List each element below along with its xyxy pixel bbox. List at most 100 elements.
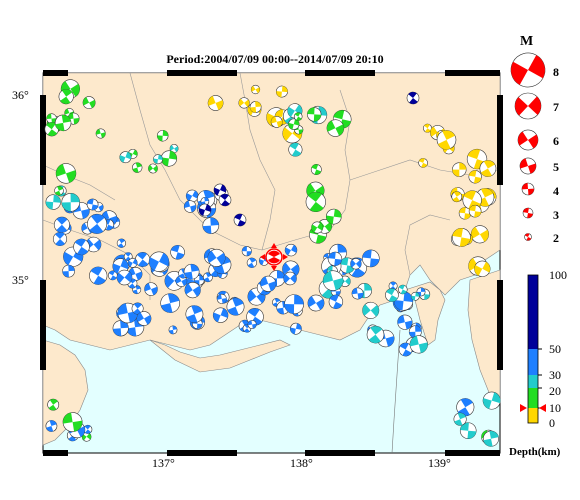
focal-mechanism-ball xyxy=(183,200,197,213)
focal-mechanism-ball xyxy=(462,190,482,210)
focal-mechanism-ball xyxy=(61,193,80,212)
focal-mechanism-ball xyxy=(451,191,463,203)
depth-legend-title: Depth(km) xyxy=(509,446,561,458)
focal-mechanism-ball xyxy=(82,96,96,110)
focal-mechanism-ball xyxy=(83,424,93,434)
focal-mechanism-ball xyxy=(458,207,472,220)
mag-label-5: 5 xyxy=(553,160,559,174)
deep-event-ball xyxy=(233,213,247,227)
focal-mechanism-ball xyxy=(112,320,129,337)
focal-mechanism-ball xyxy=(45,194,61,210)
magnitude-legend-ball-5 xyxy=(519,157,537,175)
focal-mechanism-ball xyxy=(275,85,288,98)
focal-mechanism-ball xyxy=(351,287,364,300)
focal-mechanism-ball xyxy=(293,112,303,121)
depth-tick-10: 10 xyxy=(549,401,561,415)
depth-colorbar xyxy=(520,274,546,424)
mag-label-7: 7 xyxy=(553,100,559,114)
focal-mechanism-ball xyxy=(311,221,324,234)
focal-mechanism-ball xyxy=(202,272,213,283)
focal-mechanism-ball xyxy=(160,150,178,167)
focal-mechanism-ball xyxy=(136,311,152,326)
focal-mechanism-ball xyxy=(160,293,181,313)
lon-label-137: 137° xyxy=(152,456,175,470)
focal-mechanism-ball xyxy=(284,243,298,257)
focal-mechanism-ball xyxy=(54,114,72,132)
frame-ticks xyxy=(40,70,503,456)
focal-mechanism-ball xyxy=(459,422,477,439)
magnitude-legend-ball-8 xyxy=(510,52,546,88)
focal-mechanism-ball xyxy=(194,275,205,286)
focal-mechanism-ball xyxy=(479,160,497,177)
deep-event-ball xyxy=(218,193,232,207)
focal-mechanism-ball xyxy=(327,251,343,267)
focal-mechanism-ball xyxy=(468,204,482,218)
focal-mechanism-ball xyxy=(123,252,133,261)
focal-mechanism-ball xyxy=(107,270,118,281)
focal-mechanism-ball xyxy=(207,95,224,111)
focal-mechanism-ball xyxy=(58,89,74,105)
deep-event-ball xyxy=(213,183,227,197)
depth-tick-30: 30 xyxy=(549,368,561,382)
focal-mechanism-ball xyxy=(226,297,245,316)
mag-label-8: 8 xyxy=(553,65,559,79)
depth-tick-100: 100 xyxy=(549,268,567,282)
focal-mechanism-ball xyxy=(247,319,257,330)
focal-mechanism-ball xyxy=(250,84,261,95)
focal-mechanism-ball xyxy=(385,288,399,302)
focal-mechanism-ball xyxy=(288,142,303,157)
focal-mechanism-ball xyxy=(95,128,106,139)
focal-mechanism-ball xyxy=(131,162,143,173)
depth-tick-50: 50 xyxy=(549,342,561,356)
focal-mechanism-ball xyxy=(87,213,108,234)
focal-mechanism-ball xyxy=(119,151,132,164)
focal-mechanism-ball xyxy=(144,282,158,296)
magnitude-legend xyxy=(510,52,546,241)
focal-mechanism-ball xyxy=(202,217,220,234)
focal-mechanism-ball xyxy=(398,342,413,357)
focal-mechanism-ball xyxy=(474,260,491,277)
focal-mechanism-ball xyxy=(310,164,322,175)
focal-mechanism-ball xyxy=(54,185,64,196)
depth-tick-0: 0 xyxy=(549,416,555,430)
focal-mechanism-ball xyxy=(153,154,163,165)
focal-mechanism-ball xyxy=(249,101,262,113)
focal-mechanism-ball xyxy=(284,294,304,315)
focal-mechanism-ball xyxy=(468,170,482,184)
magnitude-legend-ball-7 xyxy=(514,92,542,120)
focal-mechanism-ball xyxy=(85,236,102,253)
focal-mechanism-ball xyxy=(53,216,70,233)
land-area xyxy=(42,72,501,454)
focal-mechanism-ball xyxy=(409,335,428,354)
focal-mechanism-ball xyxy=(116,238,127,248)
focal-mechanism-ball xyxy=(452,162,467,177)
deep-event-ball xyxy=(406,91,420,105)
focal-mechanism-ball xyxy=(55,163,77,184)
focal-mechanism-ball xyxy=(62,264,75,278)
focal-mechanism-ball xyxy=(127,258,138,268)
focal-mechanism-ball xyxy=(290,322,302,335)
focal-mechanism-ball xyxy=(238,97,250,109)
focal-mechanism-ball xyxy=(436,130,457,150)
magnitude-legend-ball-2 xyxy=(524,233,532,241)
focal-mechanisms xyxy=(44,79,501,447)
focal-mechanism-ball xyxy=(45,420,58,432)
focal-mechanism-ball xyxy=(241,246,252,257)
focal-mechanism-ball xyxy=(453,412,467,426)
focal-mechanism-ball xyxy=(361,249,380,268)
mag-label-4: 4 xyxy=(553,184,559,198)
focal-mechanism-ball xyxy=(288,118,300,130)
focal-mechanism-ball xyxy=(212,307,229,323)
focal-mechanism-ball xyxy=(350,258,362,270)
lon-label-138: 138° xyxy=(290,456,313,470)
main-epicenter-marker xyxy=(260,243,288,271)
focal-mechanism-ball xyxy=(418,158,428,168)
focal-mechanism-ball xyxy=(307,107,322,122)
focal-mechanism-ball xyxy=(307,294,325,312)
focal-mechanism-ball xyxy=(328,294,344,309)
map-title: Period:2004/07/09 00:00--2014/07/09 20:1… xyxy=(166,52,384,66)
focal-mechanism-ball xyxy=(47,398,60,411)
focal-mechanism-ball xyxy=(207,248,226,267)
focal-mechanism-ball xyxy=(169,144,179,153)
